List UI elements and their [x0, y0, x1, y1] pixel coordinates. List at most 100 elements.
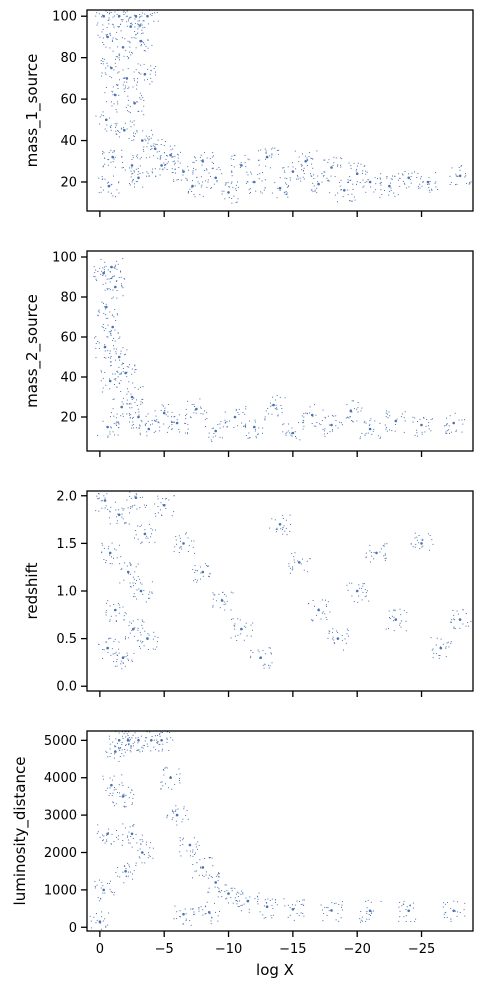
scatter-point: [357, 601, 359, 603]
scatter-point: [101, 16, 102, 18]
scatter-point: [124, 665, 126, 667]
scatter-point: [147, 142, 149, 144]
scatter-point: [402, 180, 404, 182]
scatter-point: [102, 111, 104, 113]
scatter-point: [353, 408, 355, 410]
scatter-point: [332, 636, 334, 638]
scatter-point: [362, 920, 363, 922]
y-tick-label: 1.0: [56, 585, 77, 600]
scatter-point: [113, 604, 115, 605]
scatter-point: [134, 26, 136, 28]
scatter-point: [200, 406, 202, 408]
scatter-point: [187, 432, 189, 434]
scatter-point: [103, 165, 104, 167]
scatter-point: [109, 554, 111, 556]
scatter-point: [171, 411, 173, 413]
scatter-point: [111, 314, 113, 316]
scatter-point: [221, 173, 223, 175]
scatter-point: [144, 5, 145, 6]
scatter-point: [185, 408, 187, 410]
scatter-point: [207, 181, 209, 183]
scatter-point: [167, 404, 169, 405]
scatter-point: [106, 287, 108, 289]
scatter-point: [161, 750, 163, 752]
scatter-point: [137, 154, 139, 156]
scatter-point: [128, 842, 130, 844]
scatter-point: [385, 427, 387, 428]
scatter-point: [324, 613, 326, 615]
scatter-point: [147, 537, 149, 539]
scatter-point: [152, 638, 154, 640]
scatter-point: [347, 179, 349, 181]
scatter-point: [127, 658, 129, 660]
scatter-point: [110, 843, 112, 845]
scatter-point: [110, 361, 112, 363]
scatter-point: [246, 635, 248, 637]
scatter-point: [237, 425, 239, 427]
scatter-point: [125, 868, 127, 869]
scatter-point: [167, 411, 169, 413]
scatter-point: [218, 872, 220, 874]
scatter-point: [362, 583, 364, 585]
scatter-point: [135, 412, 137, 414]
scatter-point: [451, 619, 453, 621]
scatter-point: [130, 403, 132, 405]
scatter-point: [384, 559, 386, 561]
scatter-point: [193, 580, 195, 582]
scatter-point: [356, 408, 358, 410]
scatter-point: [115, 621, 117, 622]
scatter-point: [127, 95, 129, 97]
scatter-point: [106, 278, 108, 280]
scatter-point: [208, 432, 210, 434]
scatter-point: [157, 742, 159, 744]
scatter-point: [116, 122, 118, 124]
scatter-point: [155, 749, 156, 751]
scatter-point: [262, 650, 264, 652]
scatter-point: [215, 177, 217, 179]
scatter-point: [265, 905, 269, 908]
scatter-point: [194, 552, 195, 554]
scatter-point: [431, 189, 433, 191]
scatter-point: [293, 559, 295, 561]
scatter-point: [100, 60, 102, 61]
scatter-point: [435, 644, 437, 646]
scatter-point: [454, 628, 456, 630]
scatter-point: [123, 14, 125, 15]
scatter-point: [361, 916, 363, 918]
scatter-point: [121, 401, 123, 403]
scatter-point: [118, 732, 120, 734]
scatter-point: [235, 190, 237, 191]
scatter-point: [129, 403, 131, 405]
scatter-point: [117, 88, 119, 89]
scatter-point: [108, 738, 110, 740]
scatter-point: [125, 806, 127, 808]
scatter-point: [164, 498, 166, 500]
scatter-point: [116, 659, 118, 660]
x-tick-label: −20: [343, 942, 370, 957]
scatter-point: [254, 430, 256, 432]
scatter-point: [245, 622, 247, 624]
scatter-point: [196, 862, 198, 864]
scatter-point: [118, 784, 120, 786]
scatter-point: [174, 416, 176, 418]
scatter-point: [100, 186, 102, 188]
scatter-point: [344, 638, 346, 640]
scatter-point: [110, 278, 112, 279]
scatter-point: [131, 159, 133, 160]
scatter-point: [139, 432, 141, 434]
scatter-point: [204, 858, 206, 859]
y-tick-label: 0.5: [56, 632, 77, 647]
scatter-point: [119, 756, 121, 757]
scatter-point: [226, 897, 228, 899]
scatter-point: [147, 413, 149, 415]
scatter-point: [353, 196, 355, 198]
scatter-point: [113, 802, 115, 804]
scatter-point: [141, 583, 143, 585]
scatter-point: [219, 607, 221, 609]
scatter-point: [365, 900, 367, 902]
scatter-point: [178, 780, 180, 781]
scatter-point: [416, 429, 418, 431]
scatter-point: [380, 900, 382, 902]
scatter-point: [98, 900, 100, 902]
scatter-point: [453, 900, 455, 902]
